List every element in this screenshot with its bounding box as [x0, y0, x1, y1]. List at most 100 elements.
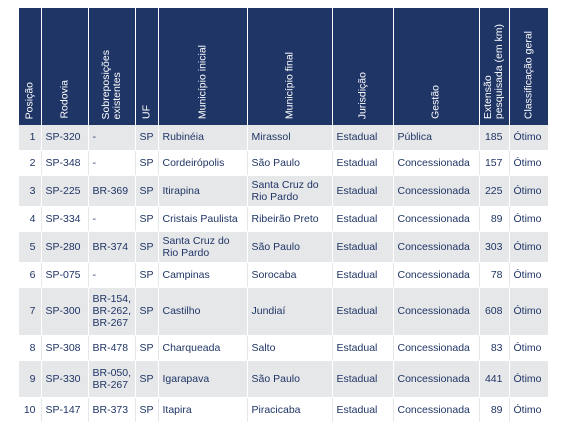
- cell-jurisdicao: Estadual: [332, 335, 394, 361]
- cell-jurisdicao: Estadual: [332, 262, 394, 288]
- cell-municipio-final: Mirassol: [247, 125, 333, 151]
- cell-municipio-final: São Paulo: [247, 150, 333, 176]
- cell-sobreposicoes-line: BR-478: [92, 341, 129, 354]
- table-row: 7 SP-300 BR-154, BR-262, BR-267 SP Castilho Jun…: [19, 287, 548, 336]
- cell-sobreposicoes-line: -: [92, 268, 97, 281]
- cell-uf: SP: [135, 231, 159, 263]
- cell-classificacao: Ótimo: [509, 125, 548, 151]
- table-row: 5 SP-280 BR-374 SP Santa Cruz do Rio Pardo São…: [19, 231, 548, 263]
- cell-classificacao: Ótimo: [509, 360, 548, 398]
- cell-rodovia: SP-320: [41, 125, 89, 151]
- cell-municipio-final: Jundiaí: [247, 287, 333, 336]
- table-row: 2 SP-348- SP Cordeirópolis São Paulo Estadual…: [19, 150, 548, 176]
- cell-gestao: Concessionada: [393, 397, 480, 423]
- cell-sobreposicoes-line: BR-267: [92, 317, 129, 329]
- cell-classificacao: Ótimo: [509, 397, 548, 423]
- cell-jurisdicao: Estadual: [332, 150, 394, 176]
- cell-municipio-inicial: Igarapava: [158, 360, 248, 398]
- cell-municipio-final-line: São Paulo: [251, 240, 300, 253]
- cell-sobreposicoes-line: BR-154,: [92, 293, 132, 305]
- cell-gestao: Concessionada: [393, 175, 480, 207]
- table-row: 8 SP-308 BR-478 SP Charqueada Salto Estadual Co…: [19, 335, 548, 361]
- cell-jurisdicao: Estadual: [332, 125, 394, 151]
- cell-municipio-final: Piracicaba: [247, 397, 333, 423]
- cell-municipio-final-line: Salto: [251, 341, 276, 354]
- cell-municipio-inicial: Cristais Paulista: [158, 206, 248, 232]
- cell-municipio-inicial-line: Cordeirópolis: [162, 156, 225, 169]
- cell-gestao: Concessionada: [393, 231, 480, 263]
- cell-rodovia: SP-348: [41, 150, 89, 176]
- header-gestao: Gestão: [393, 8, 480, 125]
- cell-municipio-inicial-line: Igarapava: [162, 372, 210, 385]
- cell-sobreposicoes: -: [88, 150, 136, 176]
- cell-uf: SP: [135, 397, 159, 423]
- cell-extensao: 89: [479, 206, 510, 232]
- cell-rodovia: SP-280: [41, 231, 89, 263]
- cell-posicao: 3: [19, 175, 42, 207]
- cell-classificacao: Ótimo: [509, 175, 548, 207]
- cell-rodovia: SP-330: [41, 360, 89, 398]
- cell-municipio-final-line: Jundiaí: [251, 305, 286, 317]
- cell-uf: SP: [135, 125, 159, 151]
- cell-municipio-inicial-line: Castilho: [162, 305, 201, 317]
- cell-rodovia: SP-300: [41, 287, 89, 336]
- cell-posicao: 9: [19, 360, 42, 398]
- cell-sobreposicoes-line: BR-369: [92, 184, 129, 197]
- cell-municipio-inicial-line: Itirapina: [162, 184, 200, 197]
- cell-extensao: 157: [479, 150, 510, 176]
- cell-sobreposicoes: -: [88, 262, 136, 288]
- cell-gestao: Concessionada: [393, 150, 480, 176]
- table-row: 4 SP-334- SP Cristais Paulista Ribeirão Pret…: [19, 206, 548, 232]
- cell-municipio-inicial-line: Rio Pardo: [162, 246, 210, 259]
- cell-sobreposicoes-line: -: [92, 212, 97, 225]
- table-row: 9 SP-330 BR-050, BR-267 SP Igarapava São Paulo…: [19, 360, 548, 398]
- cell-municipio-inicial: Charqueada: [158, 335, 248, 361]
- cell-uf: SP: [135, 206, 159, 232]
- header-jurisdicao: Jurisdição: [332, 8, 394, 125]
- cell-sobreposicoes-line: BR-050,: [92, 366, 132, 379]
- cell-gestao: Concessionada: [393, 262, 480, 288]
- cell-jurisdicao: Estadual: [332, 397, 394, 423]
- cell-uf: SP: [135, 262, 159, 288]
- cell-municipio-inicial: Cordeirópolis: [158, 150, 248, 176]
- cell-extensao: 608: [479, 287, 510, 336]
- table-row: 6 SP-075- SP Campinas Sorocaba Estadual Conces…: [19, 262, 548, 288]
- cell-municipio-final-line: Piracicaba: [251, 403, 301, 416]
- cell-posicao: 10: [19, 397, 42, 423]
- cell-gestao: Concessionada: [393, 360, 480, 398]
- cell-sobreposicoes: -: [88, 206, 136, 232]
- header-uf: UF: [135, 8, 159, 125]
- cell-classificacao: Ótimo: [509, 335, 548, 361]
- cell-rodovia: SP-308: [41, 335, 89, 361]
- cell-municipio-inicial-line: Charqueada: [162, 341, 221, 354]
- cell-classificacao: Ótimo: [509, 150, 548, 176]
- cell-municipio-inicial-line: Cristais Paulista: [162, 212, 238, 225]
- cell-municipio-inicial-line: Campinas: [162, 268, 210, 281]
- cell-sobreposicoes: BR-154, BR-262, BR-267: [88, 287, 136, 336]
- cell-municipio-final: Santa Cruz do Rio Pardo: [247, 175, 333, 207]
- cell-extensao: 303: [479, 231, 510, 263]
- cell-sobreposicoes-line: BR-267: [92, 378, 129, 391]
- cell-uf: SP: [135, 175, 159, 207]
- cell-sobreposicoes-line: -: [92, 131, 97, 144]
- cell-posicao: 4: [19, 206, 42, 232]
- table-header: Posição Rodovia Sobreposições existentes …: [19, 8, 548, 125]
- cell-posicao: 7: [19, 287, 42, 336]
- cell-sobreposicoes-line: BR-374: [92, 240, 129, 253]
- header-municipio-inicial: Município inicial: [158, 8, 248, 125]
- cell-municipio-final: Sorocaba: [247, 262, 333, 288]
- table-row: 10 SP-147 BR-373 SP Itapira Piracicaba Estadua…: [19, 397, 548, 423]
- cell-municipio-final-line: Sorocaba: [251, 268, 297, 281]
- cell-municipio-final-line: São Paulo: [251, 156, 300, 169]
- cell-municipio-inicial: Castilho: [158, 287, 248, 336]
- cell-municipio-final-line: Mirassol: [251, 131, 291, 144]
- cell-rodovia: SP-225: [41, 175, 89, 207]
- cell-municipio-inicial-line: Santa Cruz do: [162, 234, 230, 247]
- cell-municipio-final: Salto: [247, 335, 333, 361]
- header-municipio-final: Município final: [247, 8, 333, 125]
- cell-sobreposicoes: BR-374: [88, 231, 136, 263]
- cell-posicao: 6: [19, 262, 42, 288]
- cell-rodovia: SP-075: [41, 262, 89, 288]
- header-rodovia: Rodovia: [41, 8, 89, 125]
- cell-municipio-final-line: São Paulo: [251, 372, 300, 385]
